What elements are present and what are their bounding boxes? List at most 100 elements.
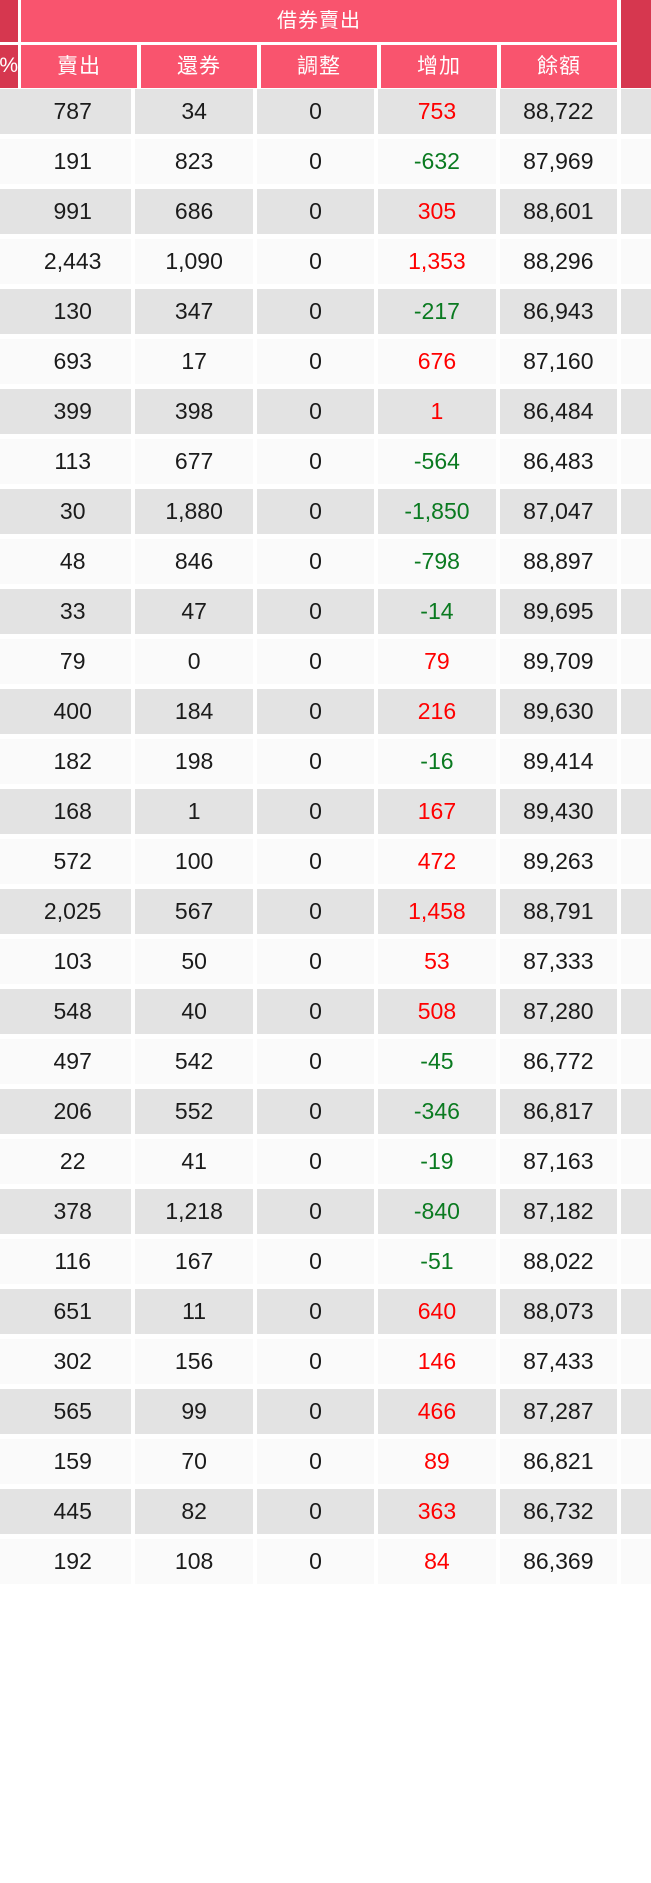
row-left-edge-cell: [0, 1539, 14, 1584]
column-header-row: 賣出 還券 調整 增加 餘額: [21, 45, 617, 88]
cell-balance: 89,709: [499, 639, 618, 684]
cell-return: 99: [135, 1389, 253, 1434]
table-row[interactable]: 302 156 0 146 87,433: [0, 1339, 651, 1388]
table-row[interactable]: 378 1,218 0 -840 87,182: [0, 1189, 651, 1238]
cell-sell: 651: [14, 1289, 132, 1334]
row-right-edge-cell: [621, 1339, 651, 1384]
row-right-edge-cell: [621, 1139, 651, 1184]
row-right-edge-cell: [621, 139, 651, 184]
row-right-edge-cell: [621, 189, 651, 234]
table-row[interactable]: 2,443 1,090 0 1,353 88,296: [0, 239, 651, 288]
cell-return: 398: [135, 389, 253, 434]
cell-change: 676: [378, 339, 496, 384]
cell-balance: 86,817: [499, 1089, 618, 1134]
cell-adjust: 0: [256, 289, 375, 334]
table-row[interactable]: 103 50 0 53 87,333: [0, 939, 651, 988]
cell-return: 846: [135, 539, 253, 584]
cell-sell: 206: [14, 1089, 132, 1134]
table-row[interactable]: 192 108 0 84 86,369: [0, 1539, 651, 1588]
column-header-return[interactable]: 還券: [141, 45, 257, 88]
cell-adjust: 0: [256, 339, 375, 384]
cell-return: 1: [135, 789, 253, 834]
row-right-edge-cell: [621, 1539, 651, 1584]
column-header-balance[interactable]: 餘額: [501, 45, 617, 88]
cell-adjust: 0: [256, 1239, 375, 1284]
row-right-edge-cell: [621, 1389, 651, 1434]
table-row[interactable]: 548 40 0 508 87,280: [0, 989, 651, 1038]
cell-change: -632: [378, 139, 496, 184]
cell-sell: 445: [14, 1489, 132, 1534]
cell-change: -45: [378, 1039, 496, 1084]
row-left-edge-cell: [0, 1239, 14, 1284]
cell-return: 823: [135, 139, 253, 184]
table-row[interactable]: 113 677 0 -564 86,483: [0, 439, 651, 488]
cell-return: 11: [135, 1289, 253, 1334]
cell-balance: 88,022: [499, 1239, 618, 1284]
table-row[interactable]: 400 184 0 216 89,630: [0, 689, 651, 738]
cell-balance: 86,369: [499, 1539, 618, 1584]
table-row[interactable]: 33 47 0 -14 89,695: [0, 589, 651, 638]
table-row[interactable]: 572 100 0 472 89,263: [0, 839, 651, 888]
row-right-edge-cell: [621, 1489, 651, 1534]
cell-sell: 991: [14, 189, 132, 234]
table-row[interactable]: 206 552 0 -346 86,817: [0, 1089, 651, 1138]
cell-return: 347: [135, 289, 253, 334]
row-left-edge-cell: [0, 989, 14, 1034]
table-row[interactable]: 30 1,880 0 -1,850 87,047: [0, 489, 651, 538]
cell-sell: 399: [14, 389, 132, 434]
table-row[interactable]: 445 82 0 363 86,732: [0, 1489, 651, 1538]
table-row[interactable]: 22 41 0 -19 87,163: [0, 1139, 651, 1188]
table-row[interactable]: 991 686 0 305 88,601: [0, 189, 651, 238]
cell-adjust: 0: [256, 839, 375, 884]
cell-return: 47: [135, 589, 253, 634]
table-row[interactable]: 2,025 567 0 1,458 88,791: [0, 889, 651, 938]
column-header-sell[interactable]: 賣出: [21, 45, 137, 88]
cell-change: 305: [378, 189, 496, 234]
cell-balance: 89,695: [499, 589, 618, 634]
row-right-edge-cell: [621, 339, 651, 384]
row-left-edge-cell: [0, 539, 14, 584]
table-row[interactable]: 168 1 0 167 89,430: [0, 789, 651, 838]
row-left-edge-cell: [0, 939, 14, 984]
table-row[interactable]: 116 167 0 -51 88,022: [0, 1239, 651, 1288]
cell-return: 686: [135, 189, 253, 234]
table-row[interactable]: 182 198 0 -16 89,414: [0, 739, 651, 788]
cell-change: -1,850: [378, 489, 496, 534]
row-left-edge-cell: [0, 489, 14, 534]
row-right-edge-cell: [621, 239, 651, 284]
row-left-edge-cell: [0, 639, 14, 684]
row-right-edge-cell: [621, 889, 651, 934]
table-row[interactable]: 497 542 0 -45 86,772: [0, 1039, 651, 1088]
table-row[interactable]: 48 846 0 -798 88,897: [0, 539, 651, 588]
cell-return: 70: [135, 1439, 253, 1484]
cell-balance: 87,163: [499, 1139, 618, 1184]
cell-sell: 192: [14, 1539, 132, 1584]
column-header-change[interactable]: 增加: [381, 45, 497, 88]
table-row[interactable]: 79 0 0 79 89,709: [0, 639, 651, 688]
cell-sell: 30: [14, 489, 132, 534]
table-row[interactable]: 693 17 0 676 87,160: [0, 339, 651, 388]
cell-sell: 33: [14, 589, 132, 634]
cell-sell: 116: [14, 1239, 132, 1284]
table-row[interactable]: 787 34 0 753 88,722: [0, 89, 651, 138]
cell-change: 167: [378, 789, 496, 834]
cell-sell: 787: [14, 89, 132, 134]
cell-balance: 89,414: [499, 739, 618, 784]
cell-change: 84: [378, 1539, 496, 1584]
cell-balance: 88,791: [499, 889, 618, 934]
table-row[interactable]: 651 11 0 640 88,073: [0, 1289, 651, 1338]
cell-balance: 88,722: [499, 89, 618, 134]
table-row[interactable]: 191 823 0 -632 87,969: [0, 139, 651, 188]
table-row[interactable]: 159 70 0 89 86,821: [0, 1439, 651, 1488]
column-header-adjust[interactable]: 調整: [261, 45, 377, 88]
cell-change: 472: [378, 839, 496, 884]
row-left-edge-cell: [0, 239, 14, 284]
cell-balance: 88,073: [499, 1289, 618, 1334]
row-left-edge-cell: [0, 1189, 14, 1234]
table-row[interactable]: 399 398 0 1 86,484: [0, 389, 651, 438]
group-header-title: 借券賣出: [21, 0, 617, 42]
cell-return: 108: [135, 1539, 253, 1584]
cell-sell: 2,443: [14, 239, 132, 284]
table-row[interactable]: 130 347 0 -217 86,943: [0, 289, 651, 338]
table-row[interactable]: 565 99 0 466 87,287: [0, 1389, 651, 1438]
